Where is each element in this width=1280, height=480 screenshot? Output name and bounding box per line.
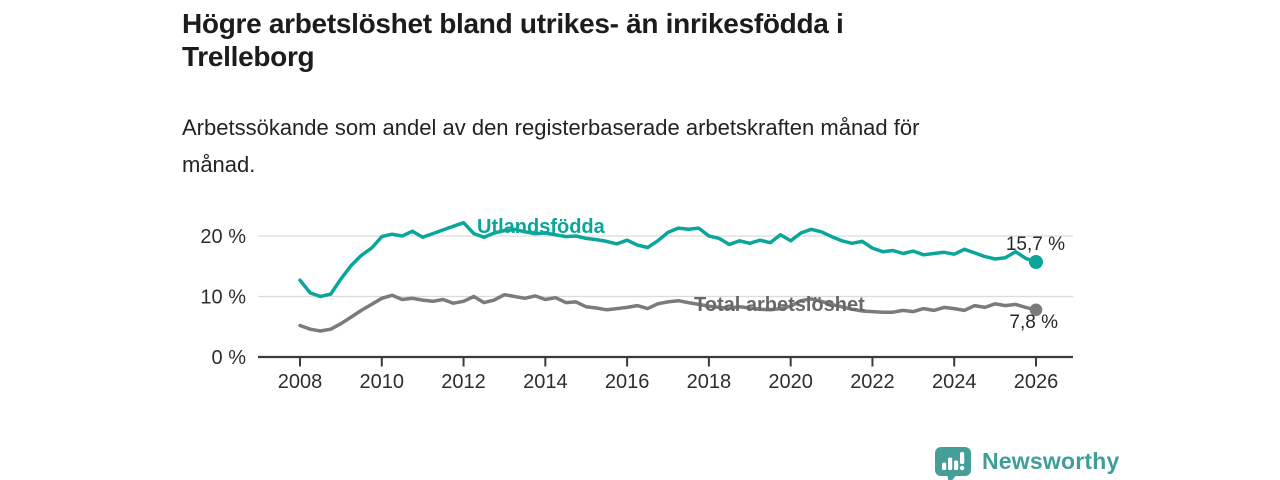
newsworthy-logo-text: Newsworthy bbox=[982, 448, 1120, 474]
series-end-dot-1 bbox=[1029, 303, 1043, 317]
chart-title-line-1: Högre arbetslöshet bland utrikes- än inr… bbox=[182, 8, 844, 39]
series-end-value-label-1: 7,8 % bbox=[1009, 312, 1058, 333]
x-tick-label-2010: 2010 bbox=[360, 371, 405, 393]
series-end-dot-0 bbox=[1029, 255, 1043, 270]
x-tick-label-2020: 2020 bbox=[768, 371, 813, 393]
chart-title-line-2: Trelleborg bbox=[182, 41, 315, 72]
x-tick-label-2016: 2016 bbox=[605, 371, 650, 393]
x-tick-label-2018: 2018 bbox=[687, 371, 732, 393]
chart-subtitle-line-2: månad. bbox=[182, 152, 256, 177]
chart-subtitle: Arbetssökande som andel av den registerb… bbox=[182, 109, 919, 183]
newsworthy-chart-bubble-icon bbox=[935, 447, 971, 480]
chart-title: Högre arbetslöshet bland utrikes- än inr… bbox=[182, 7, 844, 73]
x-tick-label-2012: 2012 bbox=[441, 371, 486, 393]
series-label-1: Total arbetslöshet bbox=[694, 294, 865, 316]
x-tick-label-2014: 2014 bbox=[523, 371, 568, 393]
chart-subtitle-line-1: Arbetssökande som andel av den registerb… bbox=[182, 115, 920, 140]
series-label-0: Utlandsfödda bbox=[477, 216, 606, 238]
series-end-value-label-0: 15,7 % bbox=[1006, 234, 1065, 255]
y-tick-label-20: 20 % bbox=[200, 226, 246, 248]
series-line-1 bbox=[298, 292, 1038, 333]
series-line-0 bbox=[298, 220, 1038, 299]
newsworthy-logo: Newsworthy bbox=[934, 446, 1119, 480]
x-tick-label-2008: 2008 bbox=[278, 371, 323, 393]
y-tick-label-0: 0 % bbox=[212, 347, 247, 369]
x-tick-label-2026: 2026 bbox=[1014, 371, 1059, 393]
x-tick-label-2024: 2024 bbox=[932, 371, 977, 393]
x-tick-label-2022: 2022 bbox=[850, 371, 895, 393]
y-tick-label-10: 10 % bbox=[200, 287, 246, 309]
